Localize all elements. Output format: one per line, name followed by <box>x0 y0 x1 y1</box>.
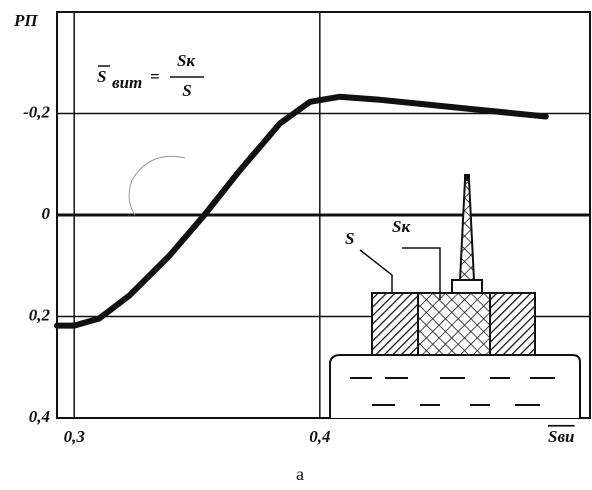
caption: а <box>296 464 304 484</box>
y-tick-label: -0,2 <box>23 102 50 121</box>
x-tick-label: 0,3 <box>64 427 86 446</box>
y-tick-label: 0 <box>42 204 51 223</box>
chart: S Sк S вит = Sк S РП Sви а -0,2 0 0,2 0,4 0,… <box>0 0 592 490</box>
formula-left: S <box>97 67 106 86</box>
y-tick-label: 0,2 <box>29 305 51 324</box>
y-tick-label: 0,4 <box>29 407 50 426</box>
inset-drawing <box>129 156 580 418</box>
inset-label: Sк <box>392 217 410 236</box>
x-tick-label: 0,4 <box>309 427 330 446</box>
x-axis-label: Sви <box>548 427 575 446</box>
inset-label: S <box>345 229 354 248</box>
formula-sub: вит <box>112 73 142 92</box>
y-axis-label: РП <box>13 11 38 30</box>
formula-equals: = <box>150 67 160 86</box>
formula: S вит = Sк S <box>97 51 204 100</box>
formula-numerator: Sк <box>177 51 195 70</box>
formula-denominator: S <box>182 81 191 100</box>
